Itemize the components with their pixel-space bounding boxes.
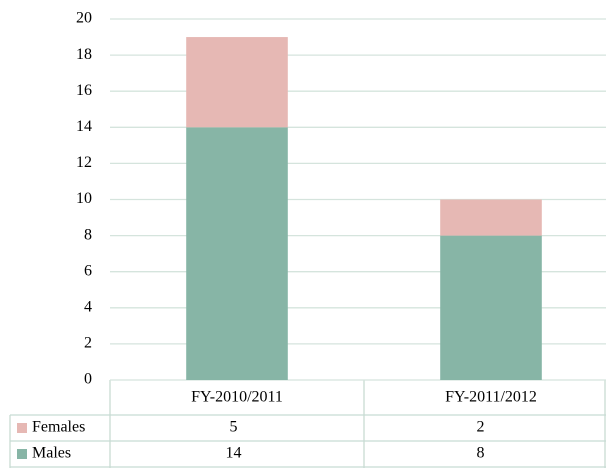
y-tick-label: 10 bbox=[76, 190, 92, 207]
legend-swatch bbox=[17, 449, 27, 459]
legend-label: Females bbox=[32, 419, 85, 436]
y-tick-label: 4 bbox=[84, 298, 92, 315]
y-tick-label: 14 bbox=[76, 118, 92, 135]
y-tick-label: 6 bbox=[84, 262, 92, 279]
y-tick-label: 20 bbox=[76, 10, 92, 27]
data-table-frame bbox=[9, 380, 606, 468]
table-value: 8 bbox=[477, 445, 485, 462]
y-tick-label: 8 bbox=[84, 226, 92, 243]
y-tick-label: 18 bbox=[76, 46, 92, 63]
bar-segment bbox=[440, 235, 542, 380]
bar-segment bbox=[186, 37, 288, 128]
category-label: FY-2011/2012 bbox=[445, 389, 537, 406]
category-label: FY-2010/2011 bbox=[191, 389, 283, 406]
table-value: 14 bbox=[226, 445, 242, 462]
y-tick-label: 0 bbox=[84, 371, 92, 388]
table-value: 2 bbox=[477, 419, 485, 436]
legend-label: Males bbox=[32, 445, 71, 462]
y-tick-label: 12 bbox=[76, 154, 92, 171]
y-tick-label: 2 bbox=[84, 335, 92, 352]
bar-segment bbox=[440, 199, 542, 236]
y-tick-label: 16 bbox=[76, 82, 92, 99]
bar-segment bbox=[186, 127, 288, 380]
legend-swatch bbox=[17, 423, 27, 433]
table-value: 5 bbox=[230, 419, 238, 436]
